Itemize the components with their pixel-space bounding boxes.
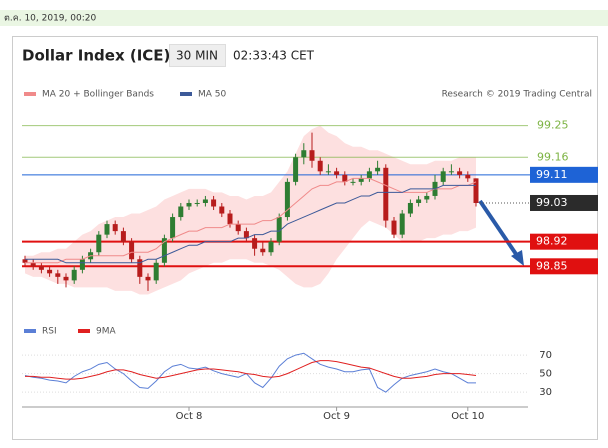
last-price-box	[530, 194, 598, 211]
candle-body	[407, 202, 413, 214]
candle-body	[416, 199, 422, 203]
banner-bg	[0, 10, 608, 26]
candle-body	[235, 224, 241, 232]
candle-body	[350, 181, 356, 183]
candle-body	[440, 171, 446, 182]
candle-body	[79, 259, 85, 270]
candle-body	[358, 178, 364, 182]
candle-body	[276, 217, 282, 242]
legend-swatch	[180, 92, 192, 96]
time: 02:33:43 CET	[233, 49, 315, 63]
last-price-label: 99.03	[536, 196, 568, 209]
candle-body	[334, 171, 340, 175]
ma-line	[25, 184, 476, 264]
candle-body	[448, 171, 454, 173]
candle-body	[170, 217, 176, 239]
x-tick-label: Oct 9	[323, 411, 350, 422]
candle-body	[96, 234, 102, 253]
candle-body	[366, 171, 372, 179]
candle-body	[219, 206, 225, 214]
candle-body	[227, 213, 233, 225]
y-tick-label: 30	[539, 387, 552, 398]
candle-body	[186, 202, 192, 207]
x-tick-label: Oct 10	[451, 411, 484, 422]
candle-body	[120, 231, 126, 242]
legend-swatch	[24, 329, 36, 333]
candle-body	[30, 262, 36, 267]
candle-body	[211, 199, 217, 207]
level-label: 99.11	[536, 168, 568, 181]
candle-body	[465, 174, 471, 179]
candle-body	[309, 150, 315, 161]
candle-body	[252, 238, 258, 249]
legend-swatch	[24, 92, 36, 96]
candle-body	[178, 206, 184, 218]
candle-body	[47, 269, 53, 274]
banner: ต.ค. 10, 2019, 00:20	[4, 14, 96, 24]
level-box	[530, 166, 598, 183]
rsi-line	[25, 360, 477, 380]
candle-body	[383, 167, 389, 221]
level-box	[530, 233, 598, 250]
source: Research © 2019 Trading Central	[442, 90, 592, 100]
legend-label: MA 50	[198, 90, 227, 100]
timeframe-box	[169, 44, 226, 67]
candle-body	[145, 276, 151, 281]
candle-body	[161, 238, 167, 263]
level-label: 98.85	[536, 259, 568, 272]
level-label: 99.16	[537, 150, 569, 163]
candle-body	[112, 224, 118, 232]
candle-body	[473, 178, 479, 203]
candle-body	[301, 150, 307, 158]
forecast-arrowhead	[511, 250, 524, 266]
y-tick-label: 70	[539, 350, 552, 361]
candle-body	[457, 171, 463, 175]
candle-body	[284, 181, 290, 218]
timeframe: 30 MIN	[176, 49, 218, 63]
candle-body	[202, 199, 208, 203]
level-box	[530, 258, 598, 275]
rsi-line	[24, 352, 476, 393]
candle-body	[104, 224, 110, 235]
candle-body	[63, 276, 69, 281]
candle-body	[268, 241, 274, 253]
legend-label: RSI	[42, 327, 57, 337]
y-tick-label: 50	[539, 369, 552, 380]
level-label: 98.92	[536, 235, 568, 248]
candle-body	[293, 157, 299, 182]
x-tick-label: Oct 8	[176, 411, 203, 422]
candle-body	[194, 202, 200, 204]
candle-body	[243, 231, 249, 239]
legend-swatch	[78, 329, 90, 333]
candle-body	[38, 266, 44, 270]
candle-body	[342, 174, 348, 182]
candle-body	[375, 167, 381, 172]
candle-body	[137, 259, 143, 277]
candle-body	[129, 241, 135, 260]
candle-body	[22, 259, 28, 263]
candle-body	[391, 220, 397, 235]
ma-line	[25, 177, 477, 264]
legend-label: 9MA	[96, 327, 116, 337]
candle-body	[260, 248, 266, 253]
candle-body	[55, 273, 61, 277]
candle-body	[153, 262, 159, 281]
legend-label: MA 20 + Bollinger Bands	[42, 90, 154, 100]
candle-body	[71, 269, 77, 281]
chart-title: Dollar Index (ICE)	[22, 47, 170, 65]
candle-body	[317, 160, 323, 172]
candle-body	[325, 171, 331, 173]
candle-body	[424, 195, 430, 200]
level-label: 99.25	[537, 119, 569, 132]
candle-body	[399, 213, 405, 235]
forecast-arrow	[478, 199, 520, 259]
